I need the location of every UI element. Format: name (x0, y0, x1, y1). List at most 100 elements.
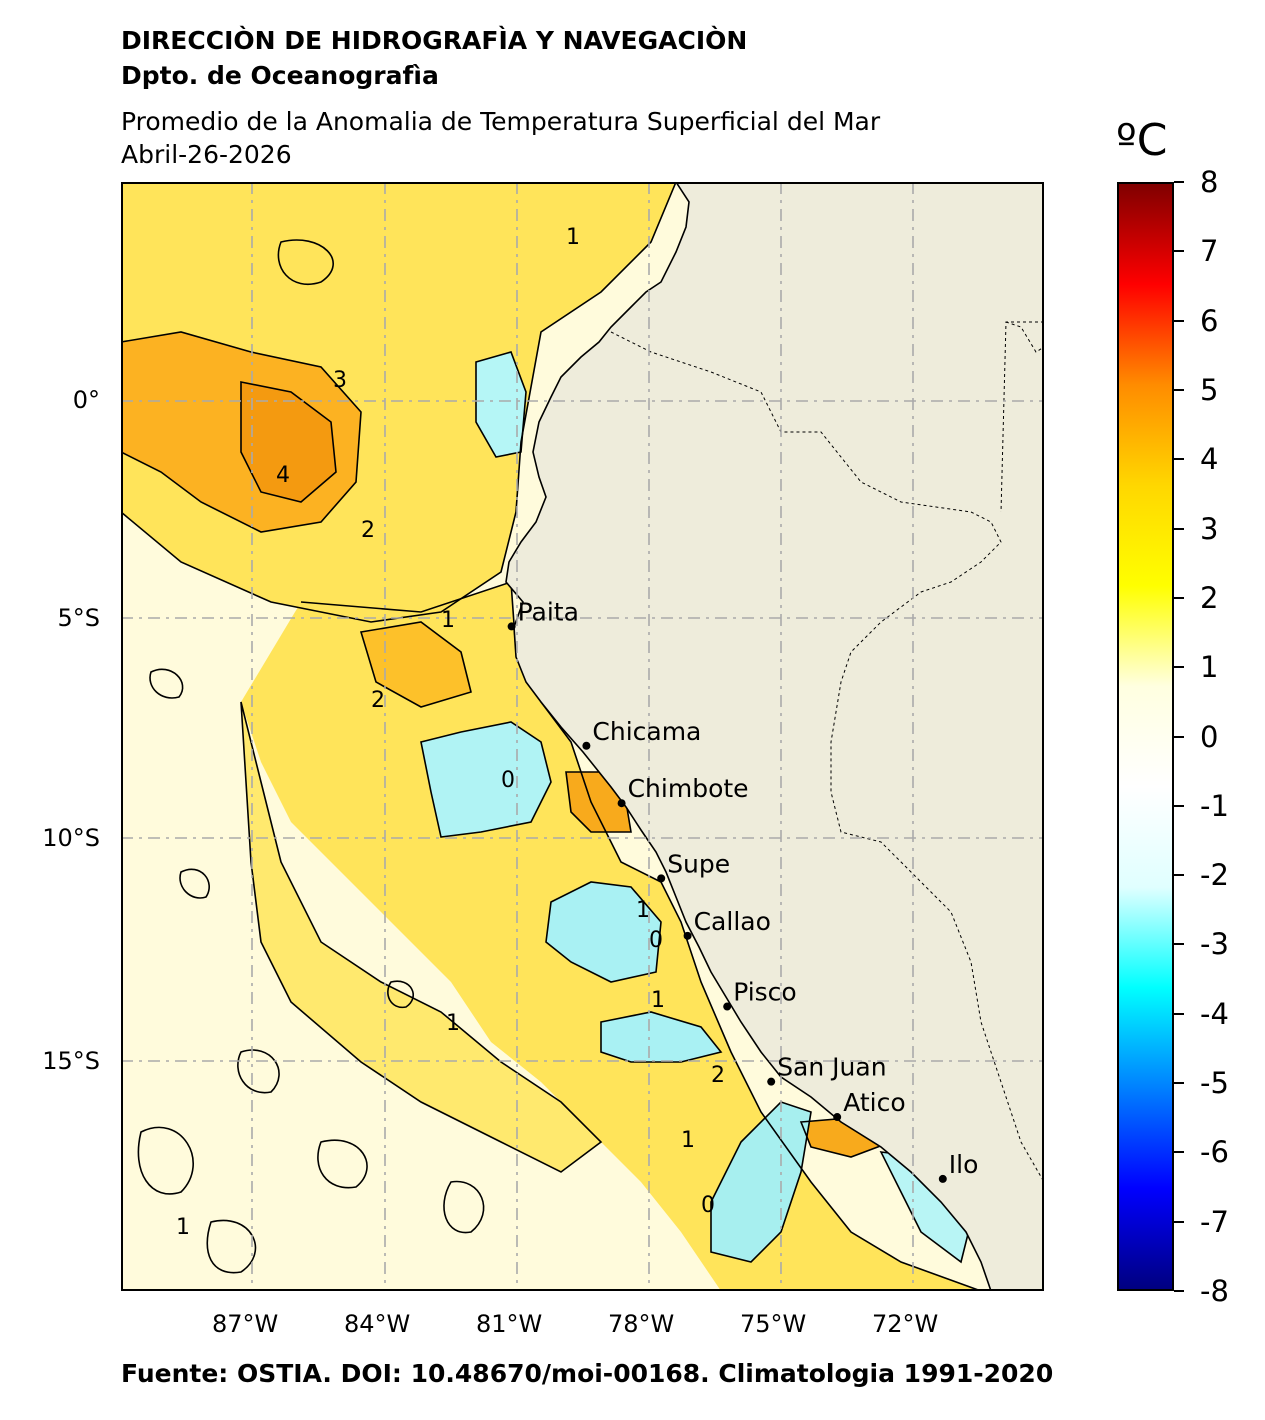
colorbar-tick-label: -5 (1200, 1066, 1229, 1101)
contour-label: 0 (649, 928, 663, 953)
port-marker (617, 799, 626, 808)
contour-label: 2 (361, 518, 375, 543)
port-marker (683, 931, 692, 940)
port-marker (833, 1113, 842, 1122)
lon-label-72w: 72°W (872, 1310, 939, 1338)
colorbar-tick-label: 6 (1200, 303, 1219, 338)
colorbar-tick-label: -7 (1200, 1204, 1229, 1239)
port-marker (507, 622, 516, 631)
colorbar-tick-mark (1174, 1012, 1184, 1015)
colorbar-tick-mark (1174, 1290, 1184, 1292)
graticule (121, 182, 1044, 1291)
sst-anomaly-map: 4 3 2 1 0 1 2 1 0 1 1 2 1 0 1 Paita Chica… (121, 182, 1044, 1291)
colorbar-tick-label: 3 (1200, 511, 1219, 546)
colorbar-tick-label: -6 (1200, 1135, 1229, 1170)
hot-region-shelf (361, 622, 471, 707)
ports-layer: Paita Chicama Chimbote Supe Callao Pisco San J… (507, 597, 979, 1183)
colorbar-tick-mark (1174, 804, 1184, 807)
port-marker (657, 874, 666, 883)
lon-label-84w: 84°W (344, 1310, 411, 1338)
colorbar-tick-mark (1174, 596, 1184, 599)
port-label: Paita (518, 597, 579, 626)
lon-label-78w: 78°W (608, 1310, 675, 1338)
port-label: Ilo (949, 1150, 979, 1179)
port-label: Atico (843, 1088, 905, 1117)
contour-label: 2 (711, 1063, 725, 1088)
colorbar-tick-label: 8 (1200, 165, 1219, 199)
contour-label-group: 4 3 2 1 0 1 2 1 0 1 1 2 1 0 1 (176, 225, 725, 1240)
contour-label: 1 (636, 898, 650, 923)
map-frame (121, 182, 1044, 1291)
colorbar-tick-mark (1174, 388, 1184, 391)
institution-title: DIRECCIÒN DE HIDROGRAFÌA Y NAVEGACIÒN (121, 26, 748, 55)
port-label: Pisco (733, 978, 797, 1007)
country-borders (610, 321, 1044, 1183)
contour-label: 1 (651, 988, 665, 1013)
port-label: Chicama (592, 717, 701, 746)
cold-region-callao (546, 882, 661, 982)
lat-label-15s: 15°S (42, 1047, 100, 1075)
contour-label: 2 (371, 688, 385, 713)
contour-label: 3 (333, 368, 347, 393)
hot-region-core (241, 382, 336, 502)
contour-label: 0 (701, 1193, 715, 1218)
port-marker (767, 1077, 776, 1086)
colorbar-tick-label: 1 (1200, 650, 1219, 685)
port-marker (723, 1002, 732, 1011)
cold-region-gulf (476, 352, 526, 457)
colorbar-tick-mark (1174, 1151, 1184, 1154)
department-title: Dpto. de Oceanografìa (121, 61, 439, 90)
colorbar-tick-mark (1174, 1220, 1184, 1223)
colorbar-tick-mark (1174, 527, 1184, 530)
colorbar-tick-label: 5 (1200, 372, 1219, 407)
contour-label: 1 (441, 608, 455, 633)
colorbar-tick-label: 4 (1200, 442, 1219, 477)
map-title: Promedio de la Anomalia de Temperatura S… (121, 107, 881, 136)
colorbar-tick-mark (1174, 943, 1184, 946)
colorbar-tick-label: 7 (1200, 234, 1219, 269)
colorbar-tick-mark (1174, 1082, 1184, 1085)
contour-label: 4 (276, 463, 290, 488)
cold-region-south (881, 1152, 971, 1262)
port-label: Callao (694, 907, 771, 936)
lon-label-87w: 87°W (212, 1310, 279, 1338)
warm-region-offshore (241, 702, 601, 1172)
contour-label: 1 (446, 1011, 460, 1036)
colorbar-tick-mark (1174, 458, 1184, 461)
land-mass (505, 182, 1044, 1291)
port-marker (938, 1174, 947, 1183)
colorbar-tick-mark (1174, 319, 1184, 322)
colorbar-tick-label: 2 (1200, 580, 1219, 615)
colorbar (1117, 182, 1174, 1291)
colorbar-tick-mark (1174, 666, 1184, 669)
lat-label-0: 0° (72, 386, 100, 414)
contour-label: 1 (566, 225, 580, 250)
colorbar-tick-label: -2 (1200, 858, 1229, 893)
hot-region-chimbote (566, 772, 631, 832)
colorbar-tick-label: -1 (1200, 788, 1229, 823)
lat-label-10s: 10°S (42, 824, 100, 852)
colorbar-tick-mark (1174, 250, 1184, 253)
contour-label: 1 (176, 1215, 190, 1240)
map-date: Abril-26-2026 (121, 140, 292, 169)
port-label: San Juan (777, 1053, 886, 1082)
colorbar-tick-label: -4 (1200, 996, 1229, 1031)
colorbar-unit: ºC (1116, 115, 1168, 166)
lon-label-81w: 81°W (476, 1310, 543, 1338)
lat-label-5s: 5°S (57, 604, 100, 632)
source-footer: Fuente: OSTIA. DOI: 10.48670/moi-00168. … (121, 1359, 1054, 1388)
contour-label: 0 (501, 768, 515, 793)
colorbar-tick-mark (1174, 181, 1184, 183)
contour-label: 1 (681, 1128, 695, 1153)
cold-region-north-central (421, 722, 551, 837)
lon-label-75w: 75°W (740, 1310, 807, 1338)
colorbar-tick-label: 0 (1200, 719, 1219, 754)
port-label: Supe (667, 849, 730, 878)
colorbar-tick-label: -3 (1200, 927, 1229, 962)
colorbar-tick-mark (1174, 874, 1184, 877)
colorbar-tick-mark (1174, 735, 1184, 738)
cold-region-san-juan (711, 1102, 811, 1262)
colorbar-tick-label: -8 (1200, 1274, 1229, 1308)
port-label: Chimbote (628, 774, 749, 803)
port-marker (582, 741, 591, 750)
